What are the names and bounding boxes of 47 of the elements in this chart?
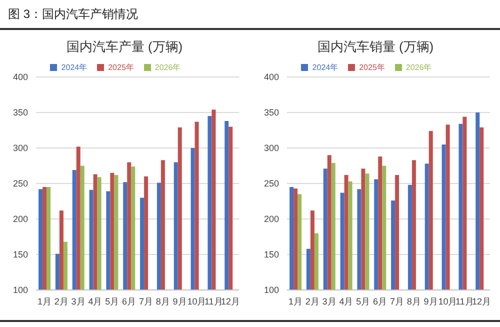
x-tick-label: 8月	[156, 296, 170, 306]
y-tick-label: 300	[264, 143, 279, 154]
y-tick-label: 200	[12, 214, 28, 224]
caption: 图 3：国内汽车产销情况	[8, 7, 138, 21]
y-tick-label: 400	[12, 72, 28, 82]
legend-label: 2025年	[108, 63, 134, 72]
y-tick-label: 400	[264, 72, 279, 82]
legend-label: 2024年	[61, 63, 88, 72]
y-tick-label: 200	[264, 214, 279, 224]
y-tick-label: 150	[12, 250, 28, 260]
x-tick-label: 10月	[187, 296, 206, 306]
x-tick-label: 5月	[105, 296, 120, 306]
x-tick-label: 12月	[472, 296, 492, 306]
chart-title: 国内汽车产量 (万辆)	[65, 38, 184, 56]
y-tick-label: 300	[12, 143, 28, 154]
legend-label: 2026年	[154, 63, 181, 72]
y-tick-label: 150	[264, 250, 279, 260]
x-tick-label: 5月	[356, 296, 370, 306]
x-tick-label: 7月	[390, 296, 404, 306]
y-tick-label: 100	[12, 285, 28, 296]
x-tick-label: 11月	[455, 296, 474, 306]
x-tick-label: 2月	[305, 296, 320, 306]
x-tick-label: 6月	[122, 296, 136, 306]
x-tick-label: 1月	[37, 296, 52, 306]
x-tick-label: 9月	[172, 296, 187, 306]
x-tick-label: 11月	[204, 296, 223, 306]
x-tick-label: 9月	[424, 296, 438, 306]
legend-label: 2025年	[359, 63, 385, 72]
x-tick-label: 1月	[288, 296, 302, 306]
x-tick-label: 3月	[322, 296, 336, 306]
x-tick-label: 4月	[88, 296, 102, 306]
y-tick-label: 350	[264, 108, 279, 118]
x-tick-label: 3月	[71, 296, 86, 306]
x-tick-label: 10月	[438, 296, 458, 306]
x-tick-label: 12月	[221, 296, 240, 306]
x-tick-label: 6月	[373, 296, 388, 306]
legend-label: 2026年	[406, 63, 432, 72]
y-tick-label: 250	[12, 178, 28, 189]
x-tick-label: 4月	[339, 296, 354, 306]
x-tick-label: 2月	[54, 296, 68, 306]
chart-title: 国内汽车销量 (万辆)	[316, 38, 435, 56]
y-tick-label: 100	[264, 285, 279, 296]
legend-label: 2024年	[312, 63, 338, 72]
x-tick-label: 8月	[406, 296, 421, 306]
y-tick-label: 250	[264, 178, 279, 189]
y-tick-label: 350	[12, 108, 28, 118]
x-tick-label: 7月	[138, 296, 153, 306]
